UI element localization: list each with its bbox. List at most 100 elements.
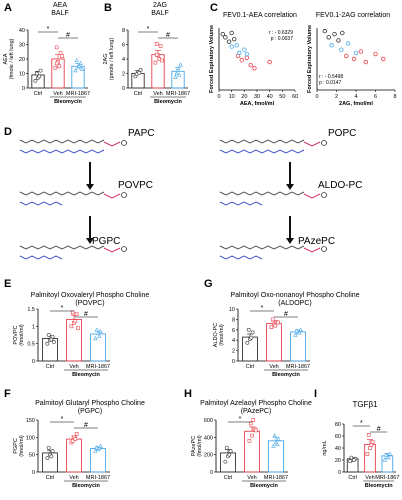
chart-c1-annot-1: p : 0.0037	[271, 36, 293, 42]
chart-a-svg: 0 10 20 30 40 AEA (fmole / left lung) Ctrl Veh MR…	[3, 26, 90, 105]
chart-c1-pt-mri-1	[234, 43, 239, 48]
chart-g-sig-label-1: #	[284, 311, 288, 318]
chart-g-ytick-label-3: 6	[232, 328, 235, 334]
chart-f-ylabel-1: (fmol/ml)	[19, 435, 25, 457]
chart-h-pt-2-3	[272, 433, 277, 438]
panel-letter-i: I	[314, 388, 318, 400]
chart-e-pt-1-5	[76, 326, 80, 330]
chart-g-pt-1-5	[276, 320, 280, 325]
chart-c1-pt-ctrl-1	[223, 35, 228, 40]
chart-g-pt-2-0	[293, 332, 298, 337]
chart-c1-xtick-label-5: 50	[279, 94, 285, 100]
chart-g-pt-1-0	[269, 325, 274, 330]
chart-b-pt-1-5	[160, 58, 164, 63]
chart-i-pt-0-4	[352, 458, 356, 462]
chart-f-pt-0-0	[45, 456, 50, 461]
chart-g-svg: 0 2 4 6 8 10 ALDO-PC (fmol/ml) Ctrl Veh MRI-1867 Bl…	[213, 305, 310, 378]
chart-g-cat-0: Ctrl	[246, 364, 255, 370]
chart-b-ylabel-1: (pmole / left lung)	[109, 38, 115, 81]
chart-g-ytick-label-1: 2	[232, 349, 235, 355]
chart-e-pt-0-0	[45, 341, 50, 346]
chart-i-ytick-label-1: 20	[335, 458, 341, 464]
chart-c2-xtick-label-0: 0	[315, 94, 318, 100]
chart-h-ylabel-1: (fmol/ml)	[197, 435, 203, 457]
chart-c1-pt-veh-4	[252, 66, 257, 71]
chart-c2-pt-ctrl-3	[336, 38, 341, 43]
chart-c1-pt-veh-1	[239, 58, 244, 63]
mol-right-2-chain-top	[219, 191, 305, 196]
chart-b-ytick-label-1: 2	[122, 72, 125, 78]
mol-right-3-headgroup	[303, 247, 321, 253]
chart-i-ytick-label-0: 0	[338, 470, 341, 476]
chart-i-ylabel-0: ng/mL	[322, 440, 328, 455]
chart-h-pt-2-0	[271, 443, 276, 448]
chart-a-pt-0-2	[38, 68, 43, 73]
chart-b-ylabel-0: 2AG	[103, 53, 109, 64]
mol-pazepc: PAzePC	[298, 236, 336, 247]
chart-f-pt-0-3	[46, 445, 51, 450]
chart-c1-annot-0: r : - 0.6329	[269, 30, 293, 36]
chart-b-sig-label-0: *	[147, 26, 150, 33]
mol-right-3-chain-bottom	[219, 255, 263, 260]
chart-b-pt-2-0	[173, 74, 178, 79]
chart-a-pt-1-3	[54, 45, 59, 50]
chart-c2-pt-ctrl-4	[340, 30, 345, 36]
mol-left-1-phosphate	[121, 140, 127, 146]
chart-i-sig-label-0: *	[360, 420, 363, 427]
chart-c2-pt-ctrl-1	[326, 35, 331, 40]
chart-i-ytick-label-4: 80	[335, 422, 341, 428]
chart-g-group-label: Bleomycin	[272, 372, 300, 378]
chart-f-pt-1-4	[73, 437, 78, 441]
chart-i-ytick-label-3: 60	[335, 434, 341, 440]
chart-e-ytick-label-2: 1	[32, 324, 35, 330]
chart-i-cat-2: MRI-1867	[375, 475, 399, 481]
chart-e-bar-1	[66, 318, 82, 362]
chart-g-cat-2: MRI-1867	[286, 364, 310, 370]
chart-e-svg: 0 0.5 1 1.5 POVPC (fmol/ml) Ctrl Veh MRI-1867 Ble…	[13, 305, 110, 378]
chart-c2-pt-veh-0	[344, 53, 349, 59]
chart-c2-pt-ctrl-0	[322, 28, 327, 34]
chart-h-cat-0: Ctrl	[224, 475, 233, 481]
chart-g-sig-label-0: *	[261, 305, 264, 312]
chart-e-cat-0: Ctrl	[46, 364, 55, 370]
chart-c2-xtick-label-2: 4	[354, 94, 357, 100]
mol-right-1-chain-top	[219, 139, 305, 144]
chart-b-pt-2-1	[175, 66, 181, 71]
chart-b-pt-1-0	[153, 60, 158, 65]
panel-title-a: AEA BALF	[51, 2, 69, 17]
chart-a-cat-2: MRI-1867	[66, 91, 90, 97]
chart-b-pt-1-3	[154, 41, 159, 46]
chart-i-ytick-label-2: 40	[335, 446, 341, 452]
chart-i-svg: 0 20 40 60 80 ng/mL Ctrl Veh MRI-1867 Bleomycin * #	[322, 420, 399, 489]
chart-a-pt-1-5	[60, 54, 64, 58]
panel-letter-f: F	[4, 388, 11, 400]
chart-c1-pt-mri-3	[242, 47, 247, 52]
chart-c1-pt-veh-3	[248, 63, 253, 68]
chart-a: 0 10 20 30 40 AEA (fmole / left lung) Ctrl Veh MR…	[0, 18, 100, 118]
chart-h-pt-2-2	[276, 436, 281, 441]
chart-b-pt-0-4	[137, 70, 142, 75]
panel-title-f: Palmitoyl Glutaryl Phospho Choline (PGPC…	[35, 400, 145, 415]
chart-i-cat-0: Ctrl	[348, 475, 357, 481]
mol-right-2-chain-bottom	[219, 201, 263, 206]
mol-left-3-chain-top	[19, 245, 105, 250]
chart-i-pt-1-4	[369, 443, 374, 447]
chart-h-pt-2-4	[275, 441, 280, 446]
chart-a-cat-0: Ctrl	[34, 91, 43, 97]
chart-a-cat-1: Veh	[53, 91, 62, 97]
panel-letter-d: D	[4, 126, 12, 138]
chart-a-pt-1-2	[58, 51, 63, 56]
chart-c1-pt-ctrl-0	[220, 31, 225, 37]
chart-b-cat-1: Veh	[153, 91, 162, 97]
mol-right-2-headgroup	[303, 193, 321, 199]
chart-g-ytick-label-2: 4	[232, 338, 235, 344]
chart-i-pt-1-2	[370, 440, 375, 444]
chart-e-ytick-label-1: 0.5	[27, 342, 35, 348]
chart-h-pt-0-4	[227, 452, 232, 457]
chart-a-ylabel-0: AEA	[3, 53, 9, 64]
mol-right-2-phosphate	[321, 192, 327, 198]
chart-g-pt-1-4	[273, 323, 278, 328]
chart-i-pt-1-3	[366, 432, 371, 437]
chart-f-ytick-label-2: 100	[26, 435, 35, 441]
